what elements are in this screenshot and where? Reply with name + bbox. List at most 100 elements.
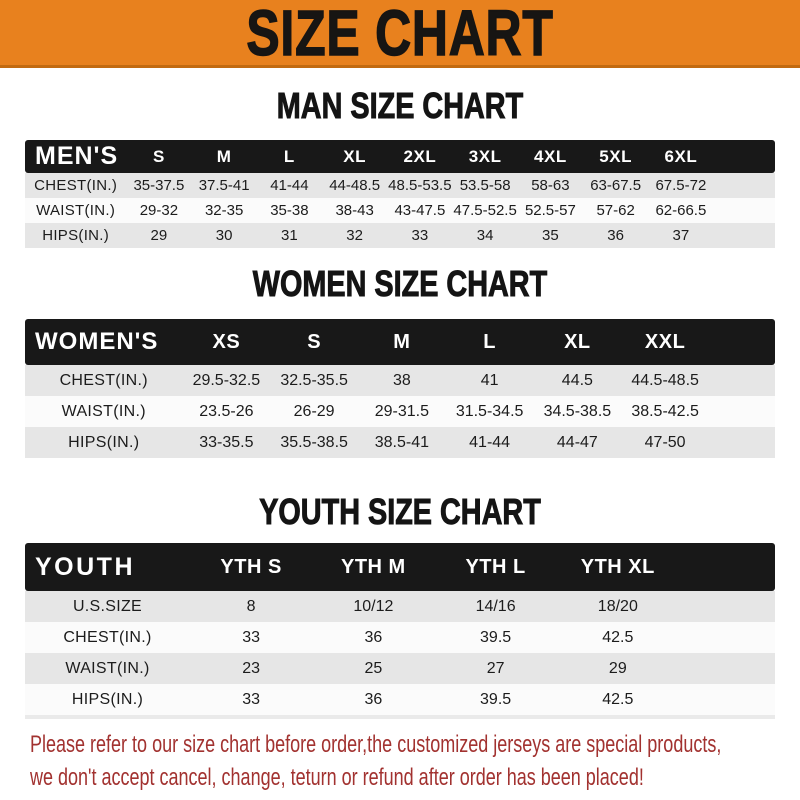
size-cell: 43-47.5 — [387, 198, 453, 223]
column-header: XL — [322, 140, 388, 173]
size-cell: 35.5-38.5 — [270, 427, 358, 458]
column-header: M — [191, 140, 257, 173]
size-cell: 33 — [190, 622, 313, 653]
size-cell: 39.5 — [434, 684, 557, 717]
size-cell: 63-67.5 — [583, 173, 649, 198]
size-cell: 36 — [583, 223, 649, 248]
header-spacer — [709, 319, 775, 365]
size-cell: 44.5-48.5 — [621, 365, 709, 396]
table-row: HIPS(IN.) 33-35.5 35.5-38.5 38.5-41 41-44 44-… — [25, 427, 775, 458]
size-cell: 48.5-53.5 — [387, 173, 453, 198]
size-cell: 29 — [556, 653, 679, 684]
row-label: HIPS(IN.) — [25, 427, 183, 458]
row-label: CHEST(IN.) — [25, 173, 127, 198]
size-cell: 67.5-72 — [648, 173, 714, 198]
size-cell: 27 — [434, 653, 557, 684]
section-title-man: MAN SIZE CHART — [276, 85, 524, 126]
size-cell: 37 — [648, 223, 714, 248]
column-header: L — [256, 140, 322, 173]
size-cell: 41-44 — [256, 173, 322, 198]
banner: SIZE CHART — [0, 0, 800, 68]
table-row: WAIST(IN.) 23 25 27 29 — [25, 653, 775, 684]
column-header: XXL — [621, 319, 709, 365]
section-title-youth: YOUTH SIZE CHART — [259, 491, 541, 532]
row-spacer — [678, 684, 775, 717]
table-header-label: YOUTH — [25, 543, 190, 591]
row-label: WAIST(IN.) — [25, 653, 190, 684]
size-cell: 29 — [126, 223, 192, 248]
size-table-grid: WOMEN'S XS S M L XL XXL CHEST(IN.) 29.5-32.5 32.5… — [25, 319, 775, 458]
size-cell: 44.5 — [533, 365, 622, 396]
row-spacer — [709, 427, 775, 458]
size-cell: 38 — [358, 365, 446, 396]
size-cell: 53.5-58 — [452, 173, 518, 198]
row-label: HIPS(IN.) — [25, 684, 190, 717]
size-cell: 41-44 — [445, 427, 534, 458]
table-row: CHEST(IN.) 29.5-32.5 32.5-35.5 38 41 44.5 44.5… — [25, 365, 775, 396]
table-header-row: WOMEN'S XS S M L XL XXL — [25, 319, 775, 365]
row-label: HIPS(IN.) — [25, 223, 127, 248]
row-label: CHEST(IN.) — [25, 622, 190, 653]
size-cell: 36 — [312, 622, 435, 653]
size-cell: 25 — [312, 653, 435, 684]
size-cell: 42.5 — [556, 622, 679, 653]
table-row: CHEST(IN.) 33 36 39.5 42.5 — [25, 622, 775, 653]
size-cell: 62-66.5 — [648, 198, 714, 223]
size-cell: 33 — [190, 684, 313, 717]
size-cell: 44-48.5 — [322, 173, 388, 198]
size-cell: 31 — [256, 223, 322, 248]
footer-line2: we don't accept cancel, change, teturn o… — [30, 764, 644, 791]
column-header: YTH XL — [556, 543, 679, 591]
size-cell: 38.5-41 — [358, 427, 446, 458]
table-header-label: MEN'S — [25, 140, 127, 173]
size-cell: 35-38 — [256, 198, 322, 223]
size-cell: 44-47 — [533, 427, 622, 458]
column-header: 3XL — [452, 140, 518, 173]
size-cell: 29.5-32.5 — [182, 365, 271, 396]
table-row: WAIST(IN.) 29-32 32-35 35-38 38-43 43-47.5 47.… — [25, 198, 775, 223]
row-label: WAIST(IN.) — [25, 396, 183, 427]
column-header: YTH L — [434, 543, 557, 591]
size-cell: 58-63 — [517, 173, 583, 198]
women-size-table: WOMEN'S XS S M L XL XXL CHEST(IN.) 29.5-32.5 32.5… — [25, 319, 775, 458]
size-cell: 42.5 — [556, 684, 679, 717]
column-header: S — [270, 319, 358, 365]
row-spacer — [709, 365, 775, 396]
column-header: L — [445, 319, 534, 365]
men-size-table: MEN'S S M L XL 2XL 3XL 4XL 5XL 6XL CHEST(IN.) 35-37… — [25, 140, 775, 248]
banner-title: SIZE CHART — [246, 0, 554, 69]
size-cell: 33-35.5 — [182, 427, 271, 458]
size-cell: 30 — [191, 223, 257, 248]
size-cell: 39.5 — [434, 622, 557, 653]
size-cell: 52.5-57 — [517, 198, 583, 223]
size-cell: 32.5-35.5 — [270, 365, 358, 396]
size-cell: 47-50 — [621, 427, 709, 458]
size-cell: 26-29 — [270, 396, 358, 427]
header-spacer — [713, 140, 775, 173]
footer-note: Please refer to our size chart before or… — [30, 728, 780, 794]
size-cell: 37.5-41 — [191, 173, 257, 198]
row-spacer — [678, 591, 775, 622]
section-title-women: WOMEN SIZE CHART — [252, 263, 548, 304]
size-cell: 57-62 — [583, 198, 649, 223]
size-cell: 8 — [190, 591, 313, 622]
row-spacer — [713, 173, 775, 198]
size-cell: 34 — [452, 223, 518, 248]
size-cell: 35-37.5 — [126, 173, 192, 198]
row-spacer — [678, 622, 775, 653]
size-cell: 31.5-34.5 — [445, 396, 534, 427]
row-label: CHEST(IN.) — [25, 365, 183, 396]
column-header: XL — [533, 319, 622, 365]
size-cell: 41 — [445, 365, 534, 396]
size-cell: 14/16 — [434, 591, 557, 622]
size-cell: 23 — [190, 653, 313, 684]
size-table-grid: YOUTH YTH S YTH M YTH L YTH XL U.S.SIZE 8 10/12… — [25, 543, 775, 719]
table-row: CHEST(IN.) 35-37.5 37.5-41 41-44 44-48.5 48.5… — [25, 173, 775, 198]
column-header: XS — [182, 319, 271, 365]
size-cell: 36 — [312, 684, 435, 717]
size-cell: 34.5-38.5 — [533, 396, 622, 427]
size-cell: 23.5-26 — [182, 396, 271, 427]
footer-line1: Please refer to our size chart before or… — [30, 731, 722, 758]
table-header-row: YOUTH YTH S YTH M YTH L YTH XL — [25, 543, 775, 591]
